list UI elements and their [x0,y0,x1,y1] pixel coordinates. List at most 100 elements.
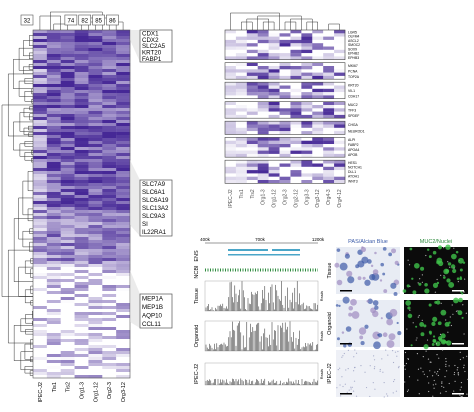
heatmap-cell [257,140,269,145]
heatmap-cell [323,131,335,135]
heatmap-cell [74,159,89,163]
heatmap-cell [74,171,89,175]
heatmap-cell [268,173,280,177]
heatmap-cell [33,60,48,64]
heatmap-cell [33,42,48,46]
heatmap-cell [235,53,248,57]
gene-label: CDX1 [142,30,159,37]
heatmap-cell [290,75,302,80]
tissue-spot [379,368,381,371]
heatmap-cell [46,249,61,253]
sample-label: Org2-12 [293,189,299,208]
heatmap-cell [46,336,61,340]
fluor-spot [423,373,425,375]
fluor-spot [457,310,459,312]
tissue-spot [337,369,339,371]
fluor-spot [437,336,443,341]
tissue-spot [383,396,385,398]
heatmap-cell [46,318,61,322]
heatmap-cell [334,53,346,57]
tissue-spot [381,358,383,360]
fluor-spot [426,376,429,378]
heatmap-cell [246,166,258,171]
heatmap-cell [116,99,131,103]
fluor-spot [433,387,435,389]
heatmap-cell [102,375,117,379]
heatmap-cell [74,261,89,265]
heatmap-cell [102,75,117,79]
heatmap-cell [74,42,89,46]
heatmap-cell [88,270,103,274]
heatmap-cell [33,126,48,130]
heatmap-cell [246,53,258,57]
heatmap-cell [235,75,248,80]
heatmap-cell [235,72,248,77]
heatmap-cell [235,49,248,54]
heatmap-cell [102,66,117,70]
tissue-spot [352,390,355,392]
gene-label: NOTCH1 [348,165,362,169]
heatmap-cell [323,114,335,119]
heatmap-cell [102,57,117,61]
heatmap-cell [301,173,313,177]
heatmap-cell [88,330,103,334]
tissue-spot [336,387,338,389]
heatmap-cell [225,66,237,70]
heatmap-cell [60,72,75,76]
gene-label: FABP1 [142,56,162,63]
heatmap-cell [257,33,269,37]
heatmap-cell [33,180,48,184]
heatmap-cell [312,105,324,109]
heatmap-cell [290,43,302,47]
fluor-spot [459,358,462,361]
heatmap-cell [257,150,269,155]
heatmap-cell [102,183,117,187]
heatmap-cell [46,102,61,106]
heatmap-cell [88,354,103,358]
heatmap-cell [268,75,280,80]
heatmap-cell [60,117,75,121]
tissue-spot [348,389,350,391]
tissue-spot [369,274,376,281]
tissue-spot [397,367,400,369]
fluor-spot [431,321,436,327]
heatmap-cell [33,117,48,121]
heatmap-cell [60,123,75,127]
heatmap-cell [102,147,117,151]
fluor-spot [465,312,467,314]
heatmap-cell [46,252,61,256]
heatmap-cell [60,309,75,313]
heatmap-cell [102,93,117,97]
heatmap-cell [102,324,117,328]
fluor-spot [466,355,468,357]
heatmap-cell [88,345,103,349]
gene-label: CDX2 [142,37,159,44]
heatmap-cell [46,33,61,37]
heatmap-cell [74,270,89,274]
tissue-spot [346,270,353,277]
heatmap-cell [60,279,75,283]
heatmap-cell [116,189,131,193]
fluor-spot [460,381,463,384]
fluor-spot [410,344,413,347]
heatmap-cell [116,159,131,163]
heatmap-cell [102,168,117,172]
heatmap-cell [290,66,302,70]
gene-label: SI [142,221,148,228]
heatmap-cell [246,101,258,106]
heatmap-cell [257,53,269,57]
heatmap-cell [88,333,103,337]
heatmap-cell [88,306,103,310]
heatmap-cell [88,81,103,85]
heatmap-cell [102,312,117,316]
heatmap-cell [301,147,313,151]
heatmap-cell [246,170,258,174]
heatmap-cell [334,147,346,151]
heatmap-cell [301,62,313,67]
heatmap-cell [46,354,61,358]
fluor-spot [451,253,457,260]
heatmap-cell [102,231,117,235]
heatmap-cell [74,177,89,181]
heatmap-cell [257,137,269,141]
heatmap-cell [323,163,335,167]
